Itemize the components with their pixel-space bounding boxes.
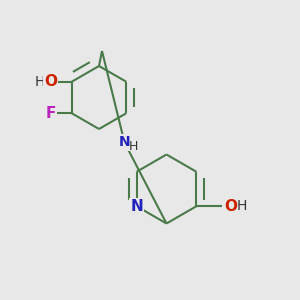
Text: O: O (44, 74, 57, 89)
Text: H: H (129, 140, 138, 153)
Text: N: N (130, 199, 143, 214)
Text: H: H (236, 199, 247, 213)
Text: O: O (224, 199, 237, 214)
Text: H: H (34, 75, 45, 89)
Text: F: F (46, 106, 56, 121)
Text: N: N (119, 136, 130, 149)
